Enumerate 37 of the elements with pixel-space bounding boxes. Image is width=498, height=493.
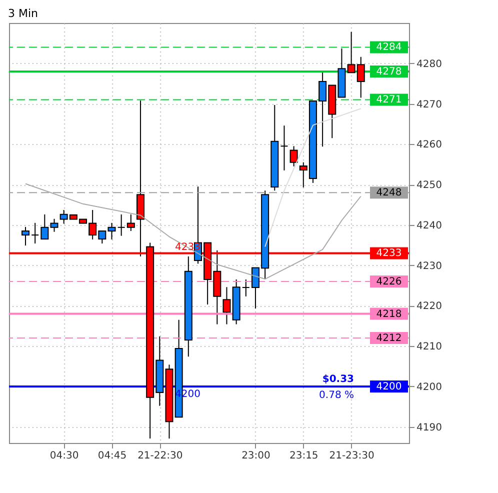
ref-line-label: 4200 [376,381,402,392]
y-tick-label: 4200 [416,382,442,393]
candlestick [290,146,298,167]
x-tick-label: 23:00 [242,450,270,462]
ref-line-label: 4212 [376,333,402,344]
x-tick-label: 23:15 [289,450,318,462]
x-tick-label: 04:30 [50,450,79,462]
y-tick-label: 4260 [416,140,442,151]
chart-title: 3 Min [8,7,38,20]
y-tick-label: 4280 [416,58,442,70]
y-tick-label: 4190 [416,422,442,434]
candlestick [222,286,231,325]
candlestick [126,214,135,232]
y-tick-label: 4250 [416,180,442,192]
ref-line-label: 4226 [376,276,402,288]
x-tick-label: 21-23:30 [329,450,374,462]
ref-line-label: 4248 [376,188,402,199]
y-tick-label: 4240 [416,220,442,232]
y-tick-label: 4270 [416,99,442,110]
y-tick-label: 4230 [416,260,442,272]
annotation: $0.33 [322,374,354,385]
line-series [264,108,362,248]
candlestick [31,222,40,244]
x-tick-label: 21-22:30 [138,450,183,462]
y-tick-label: 4210 [416,342,442,353]
annotation: 0.78 % [319,390,354,401]
y-tick-label: 4220 [416,301,442,312]
ref-line-label: 4218 [376,308,402,320]
ref-line-label: 4284 [376,42,402,54]
ref-line-label: 4233 [376,248,402,260]
candlestick [280,125,288,171]
candlestick [117,214,126,236]
ref-line-label: 4278 [376,66,402,78]
x-tick-label: 04:45 [98,450,127,462]
ref-line-label: 4271 [376,94,402,106]
candlestick [242,278,250,297]
candlestick [22,226,30,246]
